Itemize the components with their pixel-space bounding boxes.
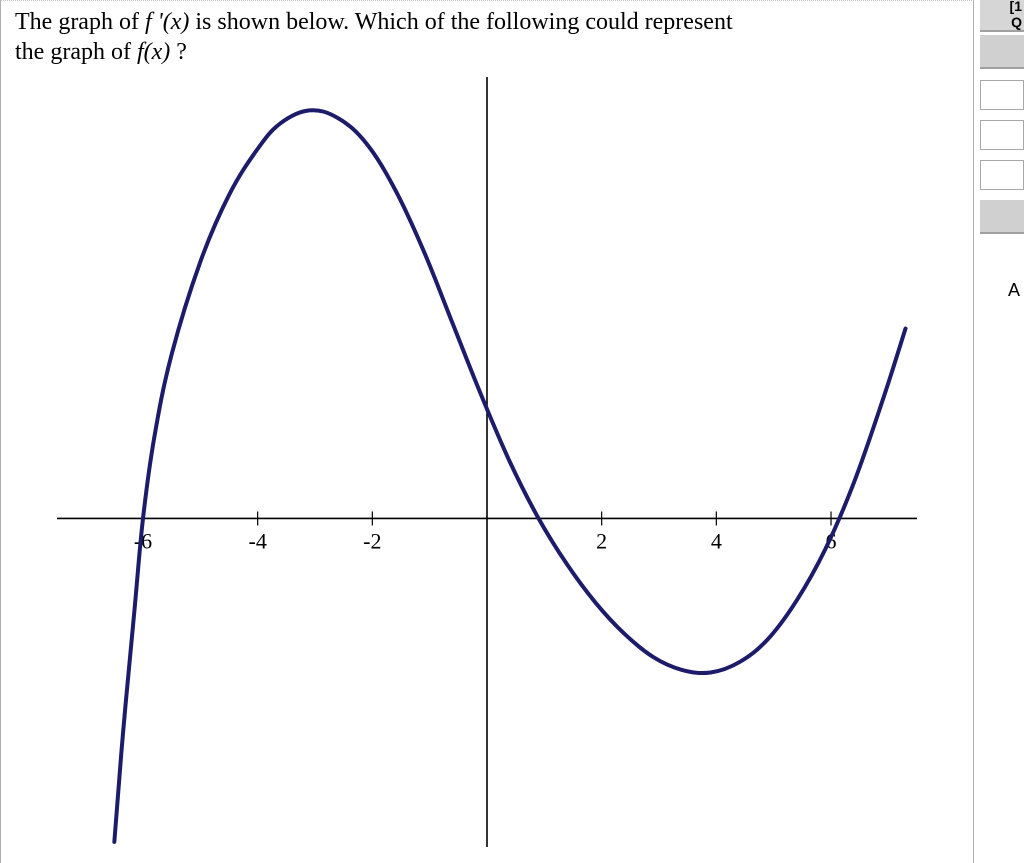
sidebar-row-3[interactable] [980, 160, 1024, 190]
q-line2-post: ? [176, 39, 187, 65]
question-panel: The graph of f '(x) is shown below. Whic… [0, 0, 974, 863]
svg-text:-2: -2 [363, 528, 381, 553]
svg-text:2: 2 [596, 528, 607, 553]
q-line2-pre: the graph of [15, 39, 137, 65]
sidebar-header-letter: Q [1011, 14, 1022, 30]
sidebar-label-a: A [1008, 280, 1020, 301]
sidebar-row-grey-2 [980, 200, 1024, 234]
q-line2-math: f(x) [137, 39, 170, 65]
svg-text:4: 4 [711, 528, 722, 553]
derivative-graph: -6-4-2246 [17, 67, 957, 857]
sidebar-row-grey-1 [980, 35, 1024, 69]
svg-text:-4: -4 [249, 528, 267, 553]
q-line1-post: is shown below. Which of the following c… [195, 9, 732, 35]
sidebar: [1 Q A [980, 0, 1024, 863]
chart-container: -6-4-2246 [17, 67, 957, 857]
q-line1-math: f '(x) [145, 9, 189, 35]
sidebar-header-num: [1 [1010, 0, 1022, 14]
q-line1-pre: The graph of [15, 9, 145, 35]
sidebar-row-1[interactable] [980, 80, 1024, 110]
question-text: The graph of f '(x) is shown below. Whic… [15, 7, 963, 67]
sidebar-header: [1 Q [980, 0, 1024, 32]
sidebar-row-2[interactable] [980, 120, 1024, 150]
